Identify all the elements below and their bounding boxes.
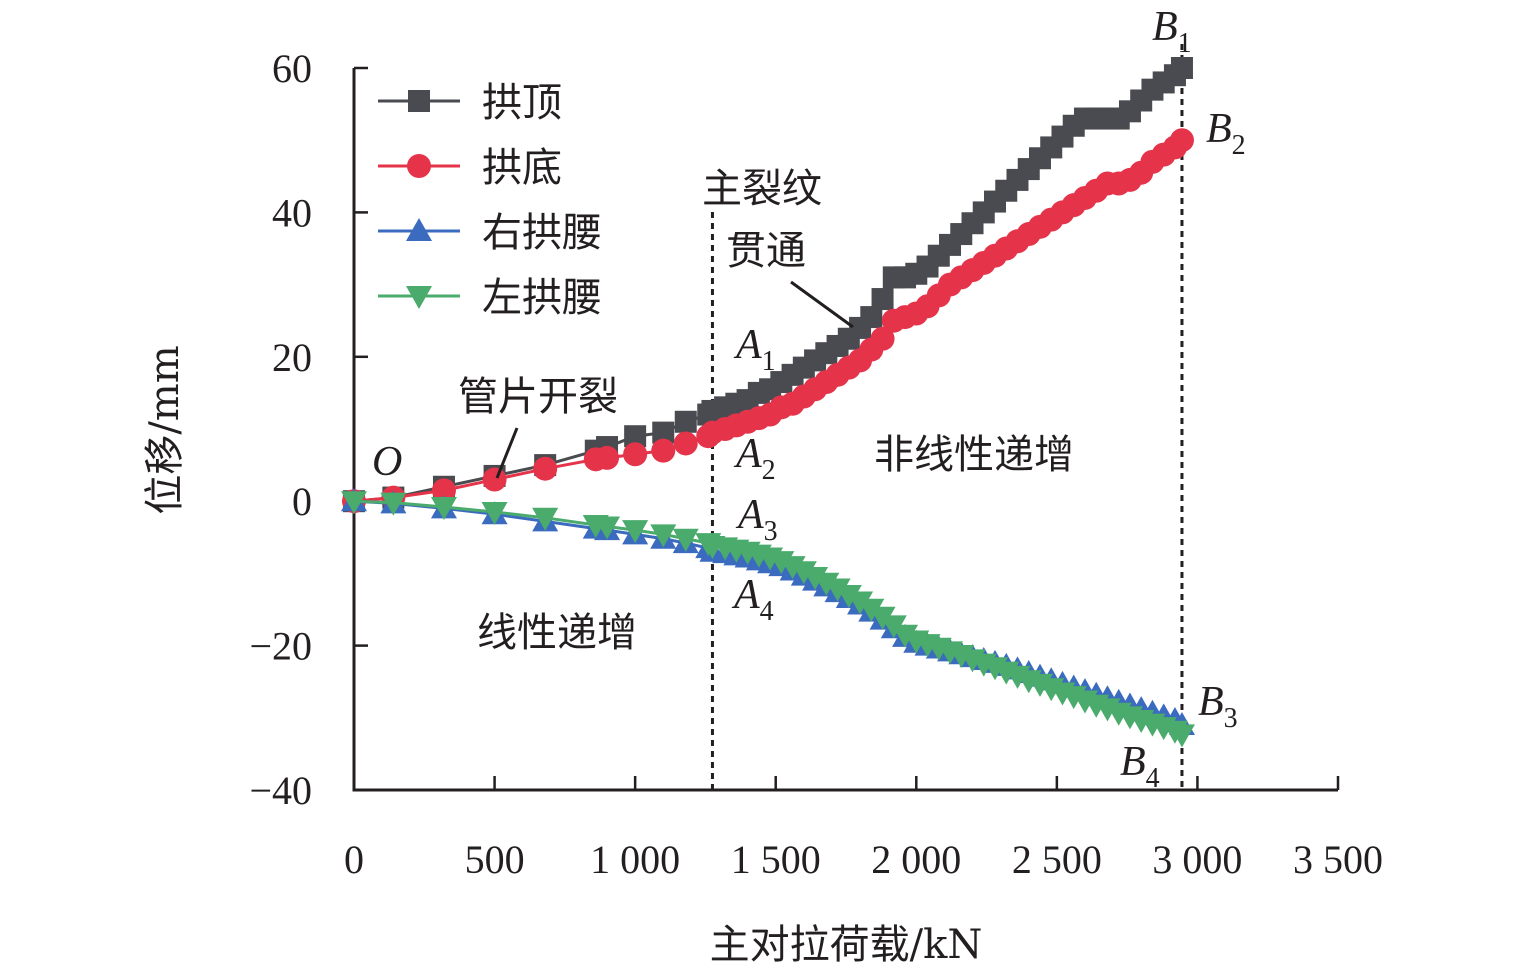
y-tick-label: −40 xyxy=(249,768,312,813)
data-point xyxy=(858,598,885,622)
data-point xyxy=(482,467,507,492)
data-point xyxy=(341,491,367,515)
point-label-B4: B4 xyxy=(1120,739,1160,794)
data-point xyxy=(532,507,559,531)
data-point xyxy=(481,502,508,526)
legend-item: 右拱腰 xyxy=(378,210,602,256)
data-point xyxy=(847,591,874,615)
data-point xyxy=(380,492,407,516)
data-point xyxy=(650,524,677,548)
data-point xyxy=(595,445,620,470)
data-point xyxy=(1168,724,1195,748)
axes: 0 500 1 000 1 500 2 000 2 500 3 000 3 500 −40 −20… xyxy=(249,46,1383,882)
annotation-segment-cracking: 管片开裂 xyxy=(458,374,618,420)
x-tick-label: 1 500 xyxy=(731,837,821,882)
data-point xyxy=(824,578,851,602)
legend-label: 左拱腰 xyxy=(482,275,602,321)
data-point xyxy=(790,561,817,585)
annotations: 管片开裂 主裂纹 贯通 线性递增 非线性递增 xyxy=(458,166,1074,656)
legend-marker xyxy=(408,90,430,112)
data-point xyxy=(1170,57,1193,79)
x-tick-label: 1 000 xyxy=(590,837,680,882)
y-tick-label: 40 xyxy=(272,190,312,235)
legend-item: 左拱腰 xyxy=(378,275,602,321)
data-point xyxy=(673,431,698,456)
point-label-A4: A4 xyxy=(731,572,774,627)
x-tick-label: 0 xyxy=(344,837,364,882)
x-tick-label: 3 000 xyxy=(1152,837,1242,882)
point-label-B3: B3 xyxy=(1198,679,1238,734)
point-labels: O A1 A2 A3 A4 B1 B2 B3 B4 xyxy=(372,4,1246,794)
x-axis-title: 主对拉荷载/kN xyxy=(710,922,983,968)
data-point xyxy=(835,585,862,609)
legend-marker xyxy=(406,218,432,241)
data-point xyxy=(430,496,457,520)
series-1 xyxy=(343,57,1193,513)
data-point xyxy=(431,478,456,503)
data-point xyxy=(594,516,621,540)
y-tick-label: 60 xyxy=(272,46,312,91)
data-point xyxy=(623,442,648,467)
annotation-main-crack-line1: 主裂纹 xyxy=(702,166,822,212)
data-point xyxy=(622,520,649,544)
data-point xyxy=(871,288,894,311)
x-tick-label: 2 000 xyxy=(871,837,961,882)
legend-label: 右拱腰 xyxy=(482,210,602,256)
data-point xyxy=(860,306,883,329)
y-tick-label: 0 xyxy=(292,479,312,524)
legend-label: 拱顶 xyxy=(482,80,562,126)
data-point xyxy=(652,421,675,444)
data-point xyxy=(1169,128,1194,153)
data-point xyxy=(674,410,697,433)
y-tick-label: −20 xyxy=(249,624,312,669)
legend-marker xyxy=(406,286,432,309)
series-4 xyxy=(341,491,1195,748)
x-tick-label: 500 xyxy=(465,837,525,882)
annotation-leader-cracking xyxy=(495,427,519,479)
y-tick-label: 20 xyxy=(272,335,312,380)
point-label-B2: B2 xyxy=(1206,106,1246,161)
x-tick-label: 3 500 xyxy=(1293,837,1383,882)
annotation-nonlinear-increase: 非线性递增 xyxy=(874,432,1074,478)
legend-item: 拱顶 xyxy=(378,80,562,126)
data-point xyxy=(533,456,558,481)
data-point xyxy=(870,326,895,351)
data-point xyxy=(802,567,829,591)
annotation-leader-main-crack xyxy=(790,280,854,329)
annotation-main-crack-line2: 贯通 xyxy=(726,228,806,274)
data-point xyxy=(813,572,840,596)
series-layer xyxy=(341,57,1195,748)
x-tick-label: 2 500 xyxy=(1012,837,1102,882)
reference-lines xyxy=(710,44,1184,790)
point-label-A2: A2 xyxy=(733,431,776,486)
point-label-A1: A1 xyxy=(733,322,776,377)
y-axis-title: 位移/mm xyxy=(142,345,188,514)
legend-marker xyxy=(407,154,431,178)
legend-item: 拱底 xyxy=(378,145,562,191)
data-point xyxy=(624,425,647,448)
data-point xyxy=(672,528,699,552)
point-label-O: O xyxy=(372,439,402,485)
data-point xyxy=(651,438,676,463)
annotation-linear-increase: 线性递增 xyxy=(477,610,637,656)
point-label-A3: A3 xyxy=(735,492,778,547)
data-point xyxy=(892,624,919,648)
point-label-B1: B1 xyxy=(1152,4,1192,59)
legend-label: 拱底 xyxy=(482,145,562,191)
